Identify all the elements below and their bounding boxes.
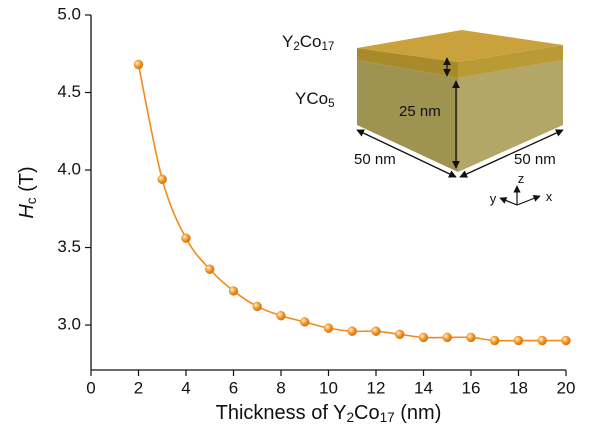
point [229,286,238,295]
x-tick-label: 12 [367,378,386,397]
point [514,336,523,345]
point [490,336,499,345]
point [277,311,286,320]
annotation-part: YCo [295,89,328,108]
annotation: y [490,191,497,206]
y-axis-label: Hc (T) [16,166,39,218]
annotation: Y2Co17 [282,32,334,52]
annotation-part: 5 [328,98,334,110]
y-tick-label: 3.0 [57,315,81,334]
y-tick-label: 5.0 [57,4,81,23]
annotation: z [518,171,525,186]
x-tick-label: 10 [319,378,338,397]
annotation-part: Co [300,32,322,51]
annotation-part: 50 nm [514,151,556,168]
point [182,234,191,243]
y-tick-label: 4.5 [57,82,81,101]
annotation-part: 50 nm [354,151,396,168]
annotation: 50 nm [354,151,396,168]
x-tick-label: 8 [276,378,285,397]
x-tick-label: 18 [509,378,528,397]
annotation: 25 nm [399,103,441,120]
x-axis-label-part: (nm) [395,402,442,424]
x-axis-label: Thickness of Y2Co17 (nm) [216,402,442,425]
point [467,333,476,342]
x-axis-label-part: 2 [346,410,354,425]
point [395,330,404,339]
point [443,333,452,342]
annotation-part: 25 nm [399,103,441,120]
x-tick-label: 14 [414,378,433,397]
x-tick-label: 16 [462,378,481,397]
y-axis-label-part: H [16,204,38,219]
x-axis-label-part: Thickness of Y [216,402,347,424]
point [419,333,428,342]
y-tick-label: 4.0 [57,160,81,179]
point [348,327,357,336]
point [300,317,309,326]
annotation: YCo5 [295,89,335,109]
x-tick-label: 6 [229,378,238,397]
x-axis-label-part: 17 [380,410,395,425]
annotation-part: Y [282,32,293,51]
annotation-part: x [546,189,553,204]
x-axis-label-part: Co [354,402,380,424]
annotation: x [546,189,553,204]
point [134,60,143,69]
point [562,336,571,345]
annotation-part: z [518,171,525,186]
annotation: 50 nm [514,151,556,168]
inset-box [357,30,563,205]
point [324,324,333,333]
point [253,302,262,311]
point [205,265,214,274]
x-tick-label: 2 [134,378,143,397]
chart: 3.0 3.5 4.0 4.5 5.0 0 2 4 6 8 10 12 14 16 18 20 Thicknes… [0,0,591,437]
annotation-part: y [490,191,497,206]
y-tick-label: 3.5 [57,237,81,256]
y-axis-label-part: (T) [16,166,38,197]
x-tick-label: 20 [557,378,576,397]
x-tick-label: 0 [86,378,95,397]
point [372,327,381,336]
point [538,336,547,345]
x-tick-label: 4 [181,378,190,397]
annotation-part: 17 [322,41,335,53]
point [158,175,167,184]
